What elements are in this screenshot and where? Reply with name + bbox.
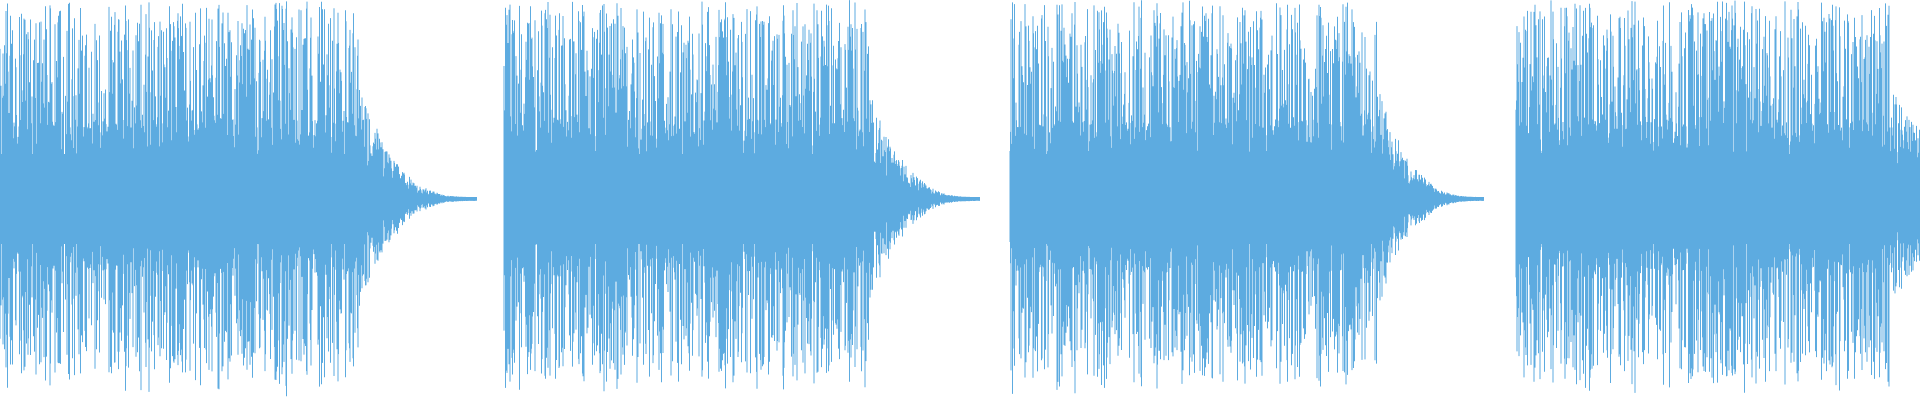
waveform-core: [1010, 154, 1378, 244]
waveform-clip-2: [503, 0, 980, 392]
waveform-core: [0, 154, 360, 244]
waveform-clip-4: [1515, 0, 1920, 393]
waveform-core: [504, 154, 870, 244]
waveform-clip-3: [1009, 0, 1484, 394]
waveform-core: [1516, 154, 1890, 244]
waveform-clip-1: [0, 1, 477, 397]
